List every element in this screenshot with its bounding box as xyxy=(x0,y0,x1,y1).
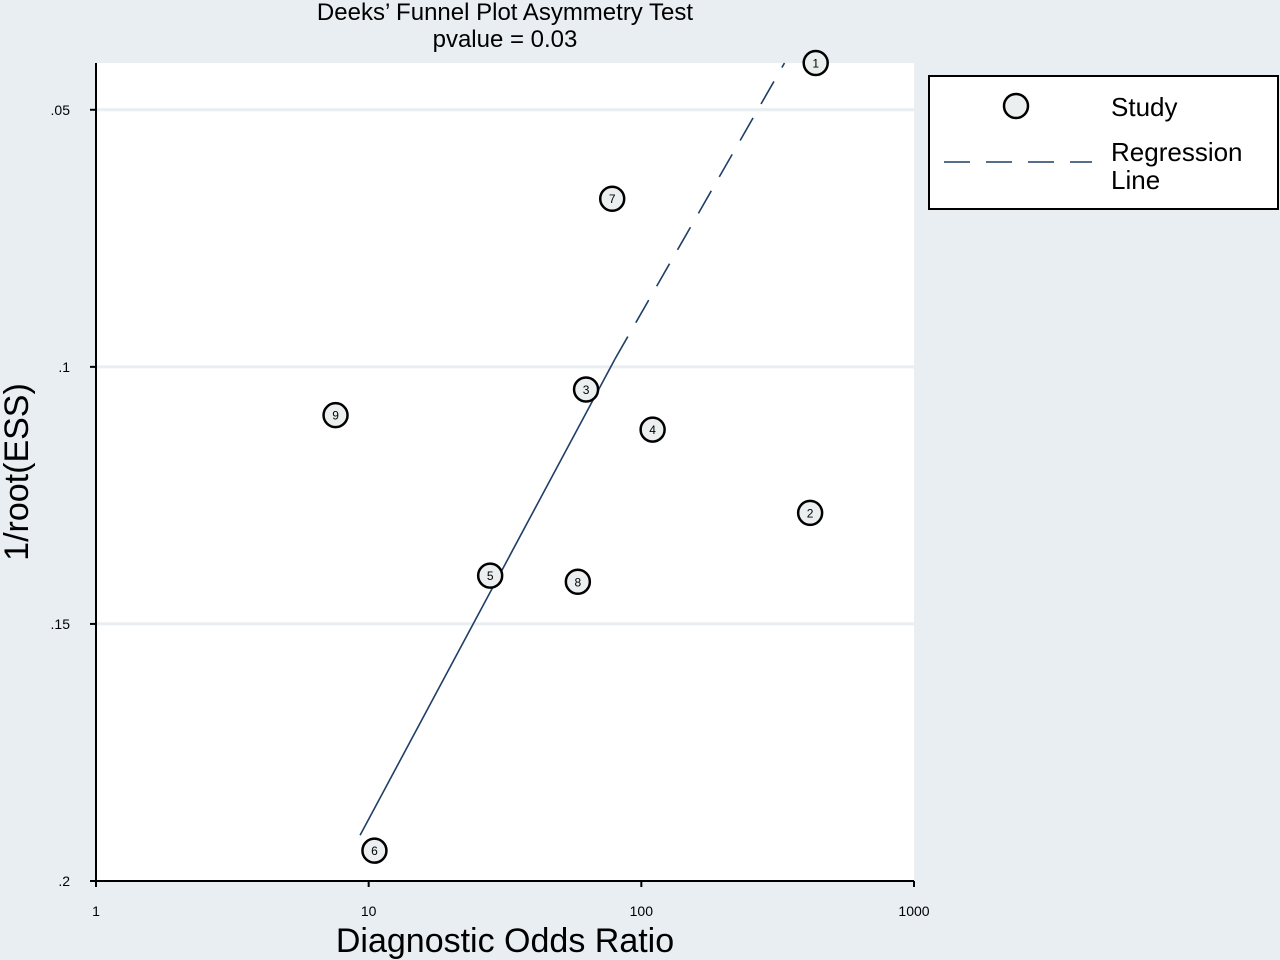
study-point-marker xyxy=(572,376,600,403)
study-point-marker xyxy=(639,416,666,443)
legend-regression-label-line2: Line xyxy=(1111,165,1160,195)
study-points: 1 2 3 4 5 6 7 8 9 xyxy=(322,49,829,864)
y-tick-label: .1 xyxy=(58,359,70,375)
x-tick-label: 1000 xyxy=(898,903,929,919)
y-axis-title: 1/root(ESS) xyxy=(0,383,36,561)
plot-area xyxy=(96,63,914,881)
legend-study-marker-icon xyxy=(1002,92,1030,120)
legend-regression-label-line1: Regression xyxy=(1111,137,1243,167)
study-point-label: 2 xyxy=(807,506,814,520)
regression-line-layer xyxy=(359,62,786,836)
y-tick-label: .15 xyxy=(51,616,71,632)
regression-line xyxy=(359,358,616,836)
study-point-marker xyxy=(361,837,388,864)
y-tick-label: .05 xyxy=(51,102,71,118)
study-point-marker xyxy=(796,499,824,527)
study-point-marker xyxy=(564,568,592,596)
study-point-label: 1 xyxy=(812,57,819,71)
legend-study-label: Study xyxy=(1111,92,1178,122)
study-point-label: 5 xyxy=(487,569,494,583)
study-point-marker xyxy=(322,401,349,429)
study-point-label: 6 xyxy=(371,844,378,858)
x-tick-label: 1 xyxy=(92,903,100,919)
chart-subtitle: pvalue = 0.03 xyxy=(433,26,578,53)
regression-line-dashed xyxy=(614,62,786,360)
x-axis-title: Diagnostic Odds Ratio xyxy=(336,922,674,960)
study-point-label: 7 xyxy=(609,192,616,206)
gridlines xyxy=(96,108,914,626)
x-tick-label: 10 xyxy=(361,903,377,919)
legend: Study Regression Line xyxy=(928,75,1279,210)
y-tick-label: .2 xyxy=(58,873,70,889)
study-point-marker xyxy=(802,49,829,77)
axes: .05 .1 .15 .2 1 10 100 1000 xyxy=(51,63,930,919)
study-point-label: 3 xyxy=(583,383,590,397)
study-point-label: 9 xyxy=(332,409,339,423)
study-point-marker xyxy=(476,562,504,589)
legend-box xyxy=(928,75,1279,210)
study-point-label: 8 xyxy=(575,575,582,589)
study-point-marker xyxy=(598,185,626,212)
chart-title: Deeks’ Funnel Plot Asymmetry Test xyxy=(317,0,693,26)
x-tick-label: 100 xyxy=(630,903,654,919)
study-point-label: 4 xyxy=(649,423,656,437)
